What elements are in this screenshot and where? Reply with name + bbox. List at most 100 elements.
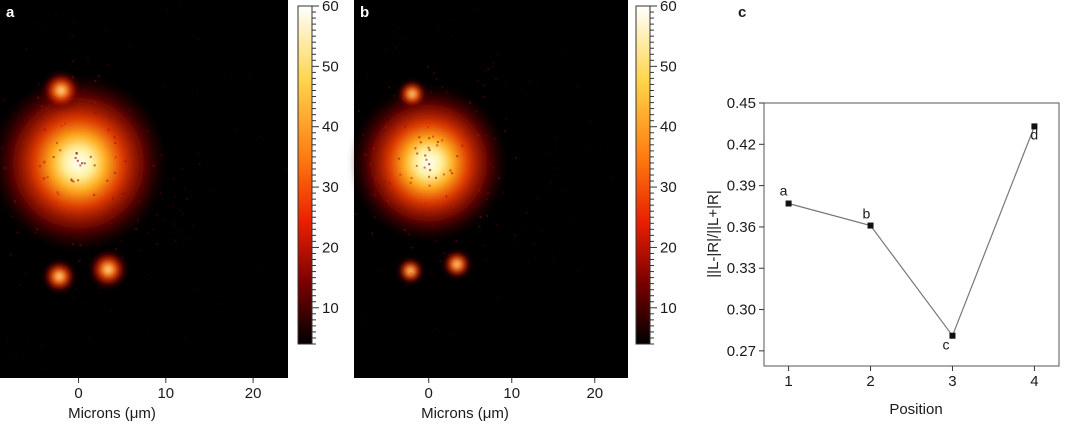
noise-pixel: [234, 128, 237, 131]
noise-pixel: [146, 129, 149, 132]
noise-pixel: [545, 152, 548, 155]
noise-pixel: [380, 40, 383, 43]
noise-pixel: [16, 168, 19, 171]
noise-pixel: [533, 242, 536, 245]
noise-pixel: [75, 152, 78, 154]
noise-pixel: [485, 257, 488, 260]
noise-pixel: [11, 215, 14, 218]
noise-pixel: [548, 243, 551, 246]
noise-pixel: [138, 201, 141, 204]
noise-pixel: [36, 228, 39, 231]
noise-pixel: [525, 212, 528, 214]
noise-pixel: [402, 36, 405, 39]
noise-pixel: [513, 233, 516, 236]
noise-pixel: [189, 71, 192, 74]
noise-pixel: [573, 220, 576, 223]
noise-pixel: [51, 109, 54, 112]
series-c: a b c d: [780, 123, 1038, 353]
noise-pixel: [109, 310, 112, 313]
noise-pixel: [518, 244, 521, 246]
noise-pixel: [220, 303, 222, 305]
noise-pixel: [552, 213, 555, 216]
noise-pixel: [484, 260, 487, 263]
noise-pixel: [114, 156, 117, 159]
noise-pixel: [190, 237, 193, 240]
noise-pixel: [14, 200, 17, 203]
noise-pixel: [477, 189, 480, 192]
noise-pixel: [410, 177, 413, 180]
noise-pixel: [195, 289, 198, 292]
noise-pixel: [46, 369, 49, 372]
noise-pixel: [6, 340, 8, 343]
noise-pixel: [419, 141, 422, 144]
noise-pixel: [52, 156, 55, 158]
noise-pixel: [354, 213, 357, 216]
noise-pixel: [51, 106, 54, 109]
noise-pixel: [449, 169, 452, 172]
colorbar-tick-label: 20: [660, 239, 677, 256]
noise-pixel: [43, 160, 46, 163]
noise-pixel: [186, 197, 189, 200]
noise-pixel: [395, 33, 398, 36]
noise-pixel: [414, 147, 417, 150]
noise-pixel: [445, 195, 448, 198]
noise-pixel: [280, 191, 283, 194]
noise-pixel: [89, 155, 92, 158]
noise-pixel: [555, 136, 558, 139]
noise-pixel: [566, 189, 569, 192]
noise-pixel: [106, 179, 109, 182]
noise-pixel: [113, 171, 116, 174]
noise-pixel: [373, 194, 376, 197]
noise-pixel: [445, 91, 448, 94]
noise-pixel: [453, 18, 456, 21]
noise-pixel: [498, 177, 500, 180]
colorbar-tick-label: 50: [322, 58, 339, 75]
y-tick-label: 0.36: [727, 219, 756, 236]
noise-pixel: [536, 83, 539, 86]
noise-pixel: [426, 126, 429, 129]
noise-pixel: [432, 135, 435, 138]
noise-pixel: [93, 193, 96, 196]
noise-pixel: [487, 67, 489, 70]
y-ticks-c: 0.27 0.30 0.33 0.36 0.39 0.42 0.45: [727, 95, 764, 360]
noise-pixel: [439, 260, 442, 263]
noise-pixel: [473, 161, 476, 164]
noise-pixel: [461, 292, 464, 295]
noise-pixel: [120, 240, 123, 243]
noise-pixel: [484, 69, 487, 72]
noise-pixel: [490, 163, 493, 166]
noise-pixel: [405, 283, 408, 286]
noise-pixel: [436, 144, 439, 147]
noise-pixel: [38, 165, 41, 168]
noise-pixel: [396, 27, 399, 30]
noise-pixel: [151, 228, 154, 231]
noise-pixel: [569, 157, 572, 160]
noise-pixel: [198, 163, 201, 165]
noise-pixel: [529, 81, 532, 84]
noise-pixel: [461, 144, 464, 147]
noise-pixel: [572, 186, 575, 189]
noise-pixel: [514, 156, 517, 159]
x-axis-title-b: Microns (μm): [421, 405, 509, 422]
noise-pixel: [387, 200, 389, 203]
data-point-label-1: a: [780, 183, 788, 199]
noise-pixel: [75, 287, 78, 290]
noise-pixel: [40, 343, 43, 346]
noise-pixel: [156, 213, 159, 216]
noise-pixel: [230, 78, 233, 81]
heatmap-spot-a-4: [88, 249, 128, 290]
noise-pixel: [480, 191, 483, 194]
colorbar-tick-label: 60: [322, 0, 339, 15]
noise-pixel: [428, 175, 430, 178]
noise-pixel: [107, 63, 110, 66]
noise-pixel: [374, 180, 377, 183]
noise-pixel: [355, 75, 358, 78]
noise-pixel: [104, 30, 107, 32]
noise-pixel: [71, 242, 74, 245]
heatmap-a: [0, 0, 288, 378]
panel-a: a 10 20 30 40 50 60 0 10 20 Microns (μm): [0, 0, 339, 422]
noise-pixel: [102, 274, 105, 277]
noise-pixel: [409, 181, 412, 184]
noise-pixel: [437, 27, 440, 30]
noise-pixel: [539, 230, 542, 233]
